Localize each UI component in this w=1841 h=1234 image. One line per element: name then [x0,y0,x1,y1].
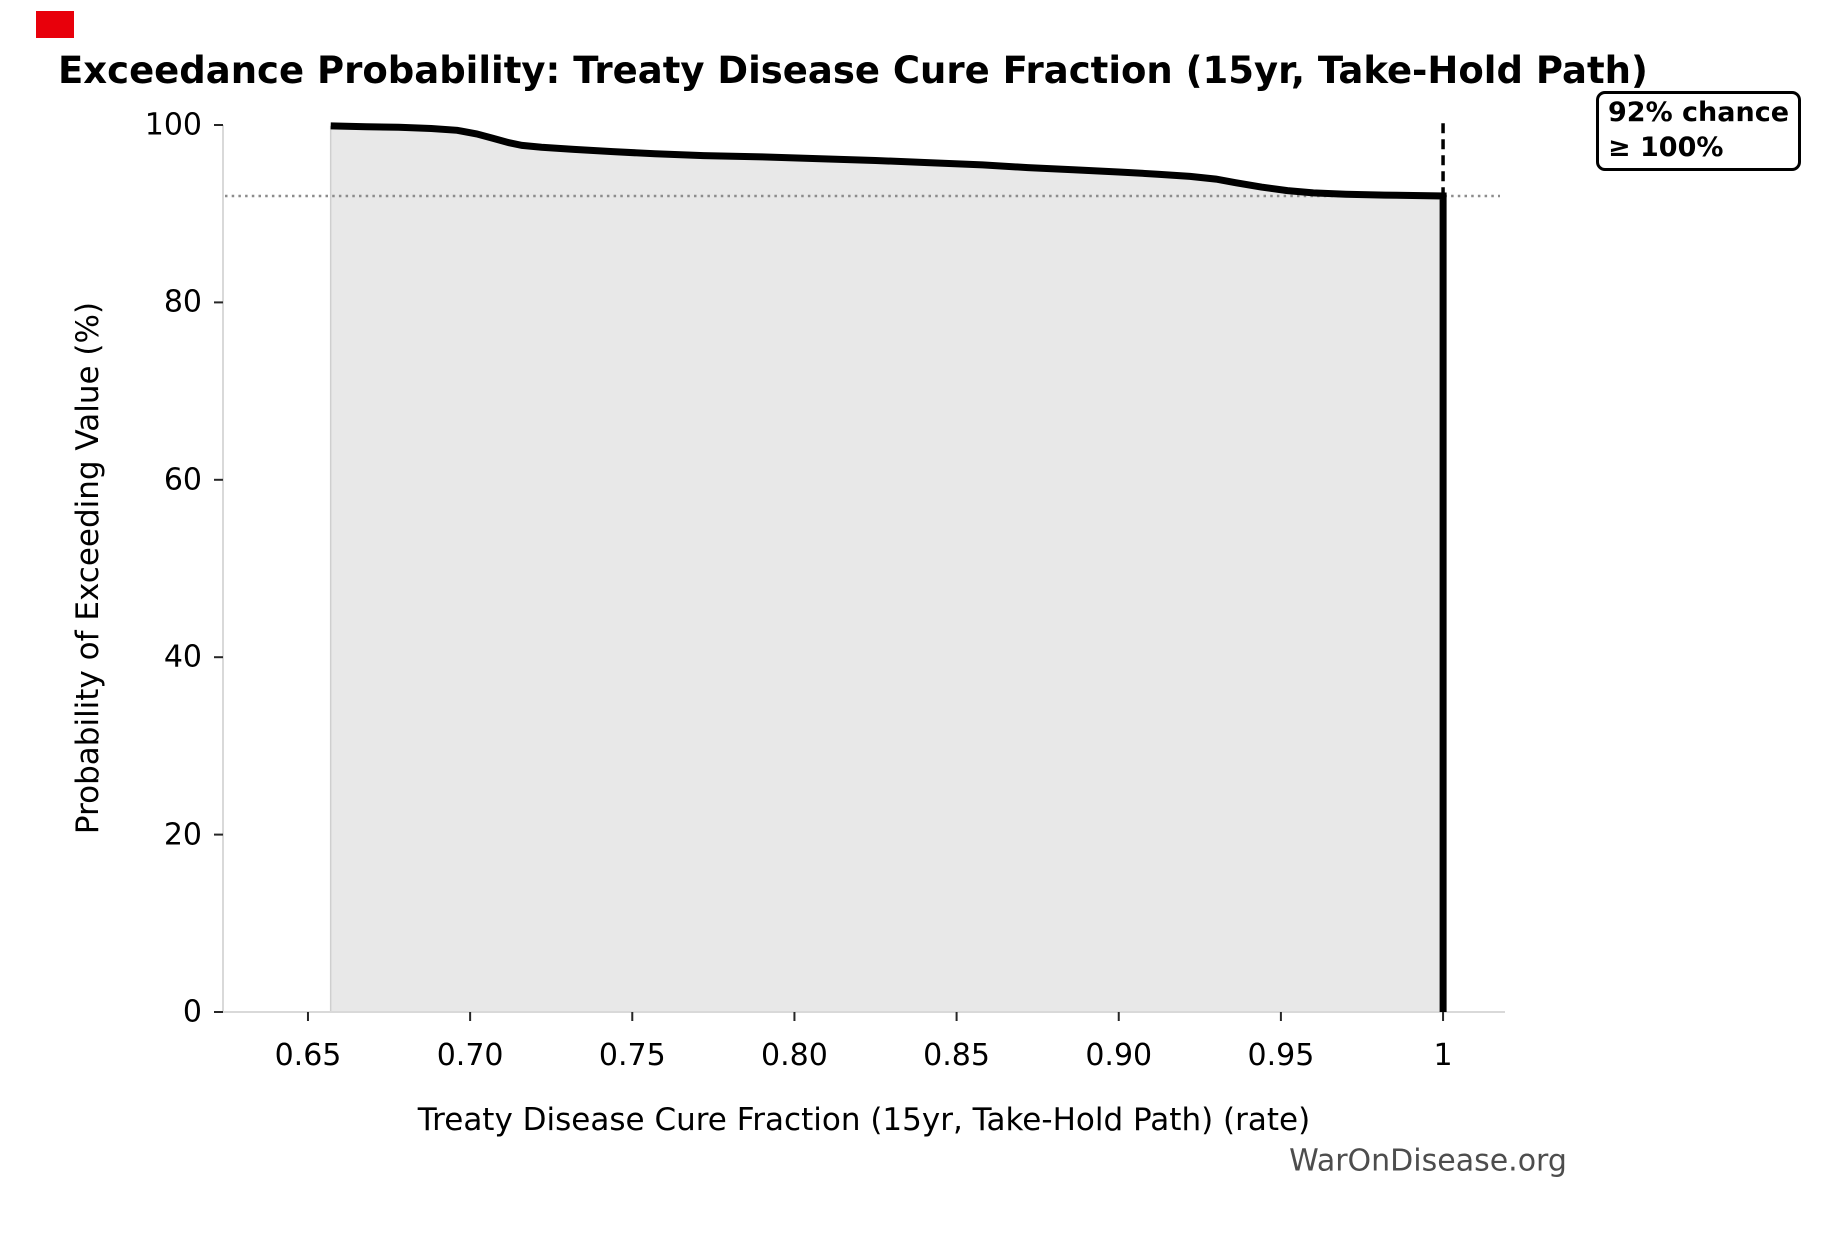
x-tick-label: 0.75 [598,1038,666,1073]
annotation-line1: 92% chance [1608,97,1790,128]
chart-title: Exceedance Probability: Treaty Disease C… [58,49,1648,92]
y-axis-label: Probability of Exceeding Value (%) [70,301,106,835]
y-tick-label: 100 [144,107,202,143]
annotation-box: 92% chance ≥ 100% [1596,91,1802,171]
exceedance-curve [330,122,1447,1012]
x-tick-label: 0.80 [761,1038,828,1073]
x-tick-label: 0.85 [923,1038,990,1073]
x-tick-label: 0.65 [274,1038,342,1073]
x-axis-label: Treaty Disease Cure Fraction (15yr, Take… [417,1102,1311,1138]
y-tick-label: 20 [163,817,202,853]
red-marker-box [36,11,74,38]
y-tick-label: 0 [182,994,202,1030]
watermark-text: WarOnDisease.org [1289,1143,1567,1179]
x-tick-label: 0.70 [436,1038,504,1073]
y-tick-label: 40 [163,639,202,675]
x-tick-label: 0.90 [1085,1038,1153,1073]
y-tick-label: 80 [163,284,202,320]
x-tick-label: 1 [1433,1038,1453,1073]
x-tick-label: 0.95 [1247,1038,1315,1073]
fill-area [330,125,1444,1012]
annotation-line2: ≥ 100% [1608,132,1724,163]
y-tick-label: 60 [163,462,202,498]
